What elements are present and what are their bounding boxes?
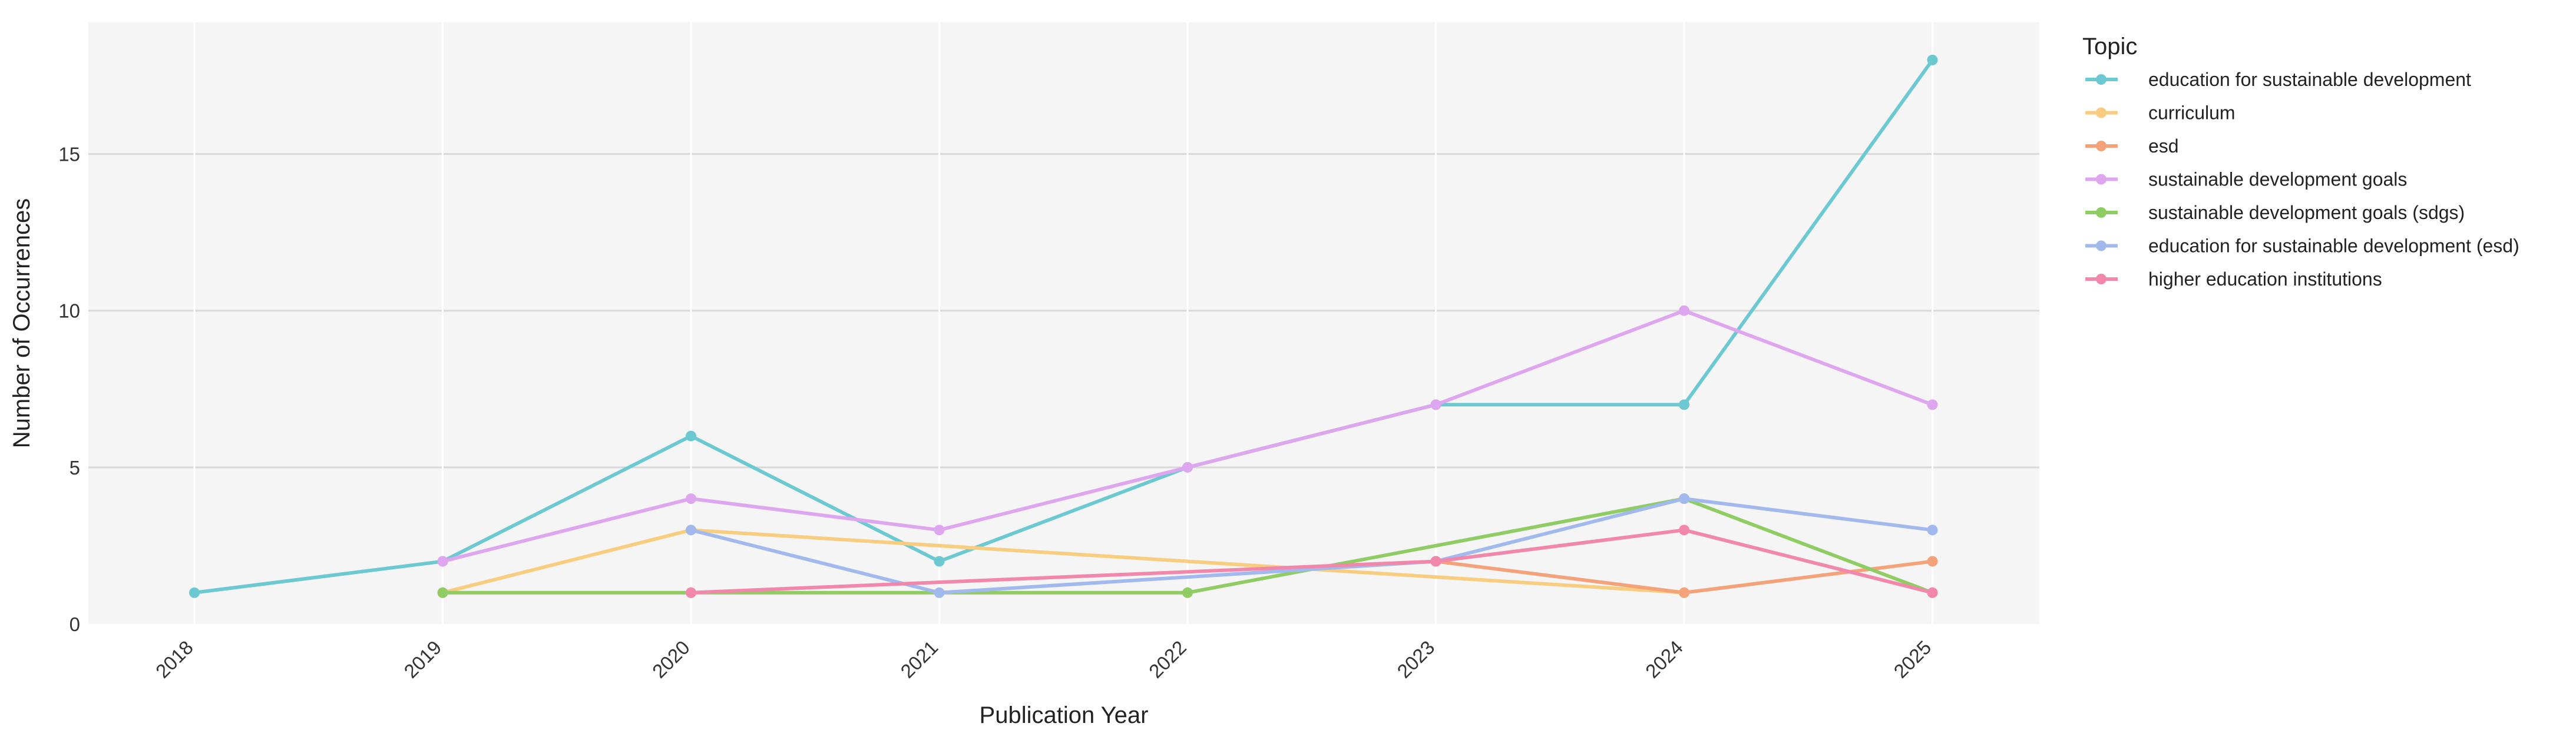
- legend-item: sustainable development goals (sdgs): [2085, 202, 2465, 223]
- y-axis-ticks: 0 5 10 15: [58, 144, 80, 635]
- legend-item: education for sustainable development (e…: [2085, 235, 2519, 257]
- gridlines: [88, 22, 2039, 624]
- x-tick-label: 2022: [1145, 636, 1191, 682]
- data-point: [686, 525, 696, 536]
- x-tick-label: 2019: [399, 636, 445, 682]
- series-line: [689, 528, 1935, 595]
- legend-label: sustainable development goals (sdgs): [2148, 202, 2465, 223]
- data-point: [686, 430, 696, 442]
- data-point: [934, 525, 945, 536]
- legend-item: sustainable development goals: [2085, 169, 2407, 190]
- legend-label: education for sustainable development: [2148, 69, 2471, 90]
- x-tick-label: 2024: [1641, 636, 1687, 682]
- data-point: [1679, 399, 1689, 410]
- legend-label: education for sustainable development (e…: [2148, 235, 2519, 257]
- data-point: [189, 587, 200, 598]
- y-tick-label: 5: [70, 457, 80, 479]
- data-point: [686, 493, 696, 505]
- data-point: [1182, 587, 1193, 598]
- data-point: [1927, 525, 1938, 536]
- legend-label: curriculum: [2148, 102, 2236, 124]
- legend-item: education for sustainable development: [2085, 69, 2471, 90]
- x-axis-title: Publication Year: [980, 702, 1149, 728]
- x-tick-label: 2018: [151, 636, 197, 682]
- legend-swatch-marker: [2096, 274, 2107, 284]
- x-tick-label: 2023: [1393, 636, 1439, 682]
- data-point: [686, 587, 696, 598]
- series-lines: [189, 54, 1938, 598]
- data-point: [1182, 462, 1193, 473]
- x-axis-ticks: 2018 2019 2020 2021 2022 2023 2024 2025: [151, 636, 1936, 682]
- legend-title: Topic: [2082, 34, 2137, 59]
- data-point: [1927, 399, 1938, 410]
- series-line: [193, 58, 1935, 595]
- legend-swatch-marker: [2096, 141, 2107, 151]
- legend-item: curriculum: [2085, 102, 2236, 124]
- data-point: [1679, 493, 1689, 505]
- legend-item: higher education institutions: [2085, 268, 2382, 290]
- data-point: [1927, 54, 1938, 65]
- legend-swatch-marker: [2096, 207, 2107, 218]
- y-axis-title: Number of Occurrences: [9, 198, 35, 449]
- legend-swatch-marker: [2096, 74, 2107, 85]
- data-point: [437, 556, 448, 567]
- legend: education for sustainable development cur…: [2085, 69, 2519, 290]
- legend-label: higher education institutions: [2148, 268, 2382, 290]
- data-point: [934, 556, 945, 567]
- data-point: [1430, 399, 1441, 410]
- x-tick-label: 2025: [1889, 636, 1935, 682]
- data-point: [1430, 556, 1441, 567]
- legend-label: sustainable development goals: [2148, 169, 2407, 190]
- data-point: [1679, 525, 1689, 536]
- legend-swatch-marker: [2096, 107, 2107, 118]
- legend-swatch-marker: [2096, 174, 2107, 185]
- series-4: [437, 305, 1938, 567]
- y-tick-label: 0: [70, 613, 80, 635]
- data-point: [1927, 587, 1938, 598]
- data-point: [934, 587, 945, 598]
- x-tick-label: 2020: [648, 636, 694, 682]
- legend-label: esd: [2148, 135, 2179, 157]
- y-tick-label: 15: [58, 144, 80, 165]
- data-point: [1927, 556, 1938, 567]
- legend-item: esd: [2085, 135, 2179, 157]
- data-point: [437, 587, 448, 598]
- data-point: [1679, 305, 1689, 316]
- legend-swatch-marker: [2096, 240, 2107, 251]
- data-point: [1679, 587, 1689, 598]
- y-tick-label: 10: [58, 300, 80, 322]
- x-tick-label: 2021: [896, 636, 942, 682]
- series-7: [686, 525, 1938, 598]
- plot-area: [88, 22, 2039, 624]
